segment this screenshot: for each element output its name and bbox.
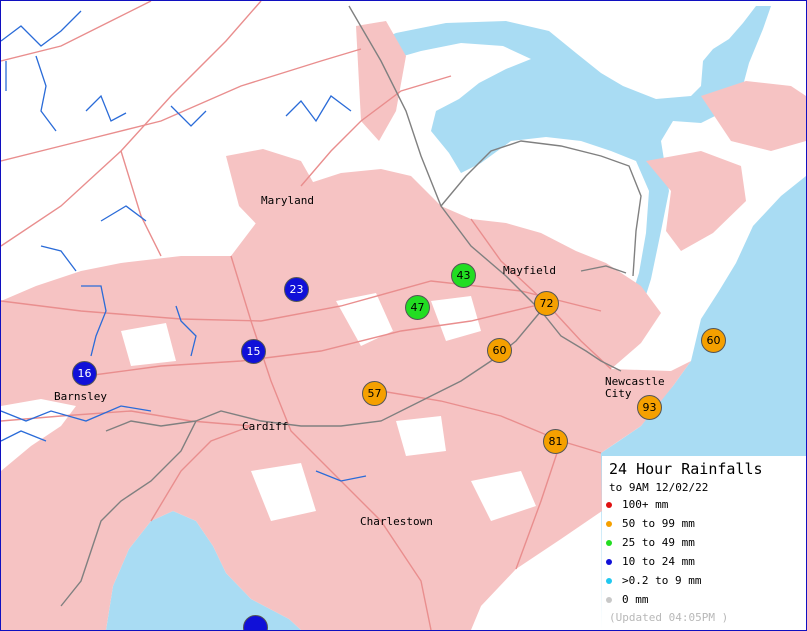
legend-dot-icon xyxy=(606,558,612,565)
place-label-newcastle: Newcastle xyxy=(605,375,665,388)
legend-dot-icon xyxy=(606,577,612,584)
legend-item: 10 to 24 mm xyxy=(606,555,695,568)
hunter-river xyxy=(361,6,771,363)
roads xyxy=(1,1,612,630)
legend-item-label: 0 mm xyxy=(622,593,649,606)
railway xyxy=(60,5,642,607)
legend-item: >0.2 to 9 mm xyxy=(606,574,701,587)
legend-title: 24 Hour Rainfalls xyxy=(609,460,763,478)
lake xyxy=(106,511,301,630)
legend-item-label: 50 to 99 mm xyxy=(622,517,695,530)
legend-subtitle: to 9AM 12/02/22 xyxy=(609,481,709,494)
legend-item-label: 10 to 24 mm xyxy=(622,555,695,568)
legend-item-label: >0.2 to 9 mm xyxy=(622,574,702,587)
rain-station-marker[interactable]: 47 xyxy=(405,295,430,320)
place-label-maryland: Maryland xyxy=(261,194,314,207)
park xyxy=(121,323,176,366)
legend-dot-icon xyxy=(606,596,612,603)
rain-station-marker[interactable]: 43 xyxy=(451,263,476,288)
park xyxy=(396,416,446,456)
rain-station-marker[interactable]: 60 xyxy=(701,328,726,353)
place-label-newcastle-city: City xyxy=(605,387,632,400)
urban-area xyxy=(1,169,691,630)
creeks xyxy=(1,10,367,482)
rain-station-marker[interactable]: 15 xyxy=(241,339,266,364)
legend-updated-time: (Updated 04:05PM ) xyxy=(609,611,729,624)
legend-item-label: 100+ mm xyxy=(622,498,669,511)
park xyxy=(431,296,481,341)
rain-station-marker[interactable]: 72 xyxy=(534,291,559,316)
legend-item: 0 mm xyxy=(606,593,649,606)
rain-station-marker[interactable]: 81 xyxy=(543,429,568,454)
park xyxy=(251,463,316,521)
rain-station-marker[interactable]: 93 xyxy=(637,395,662,420)
map-legend: 24 Hour Rainfalls to 9AM 12/02/22 100+ m… xyxy=(602,456,806,630)
rain-station-marker[interactable]: 23 xyxy=(284,277,309,302)
legend-dot-icon xyxy=(606,520,612,527)
legend-dot-icon xyxy=(606,501,612,508)
rain-station-marker[interactable]: 60 xyxy=(487,338,512,363)
urban-patch xyxy=(226,149,321,231)
legend-item-label: 25 to 49 mm xyxy=(622,536,695,549)
legend-item: 100+ mm xyxy=(606,498,668,511)
place-label-charlestown: Charlestown xyxy=(360,515,433,528)
urban-patch xyxy=(356,21,406,141)
urban-patch xyxy=(701,81,806,151)
park xyxy=(336,293,393,346)
legend-item: 50 to 99 mm xyxy=(606,517,695,530)
place-label-cardiff: Cardiff xyxy=(242,420,289,433)
rain-station-marker[interactable]: 57 xyxy=(362,381,387,406)
urban-patch xyxy=(646,151,746,251)
place-label-mayfield: Mayfield xyxy=(503,264,556,277)
legend-dot-icon xyxy=(606,539,612,546)
place-label-barnsley: Barnsley xyxy=(54,390,107,403)
legend-item: 25 to 49 mm xyxy=(606,536,695,549)
rain-station-marker[interactable]: 16 xyxy=(72,361,97,386)
park xyxy=(471,471,536,521)
